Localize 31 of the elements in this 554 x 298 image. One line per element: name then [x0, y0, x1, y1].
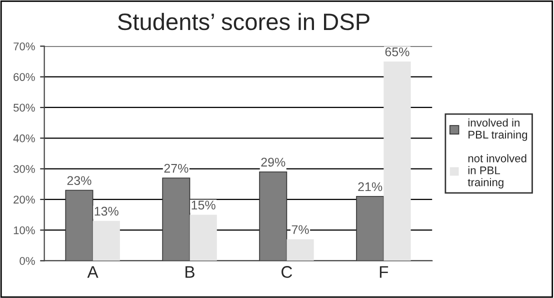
- data-label: 7%: [292, 225, 309, 234]
- data-label: 21%: [358, 182, 382, 192]
- bar: [356, 196, 384, 261]
- x-tick-label: C: [282, 266, 292, 278]
- data-label: 15%: [192, 200, 216, 210]
- bar: [162, 178, 190, 261]
- data-label: 27%: [164, 164, 188, 173]
- x-tick-label: F: [380, 266, 388, 278]
- y-tick-label: 70%: [14, 42, 35, 50]
- bar: [286, 239, 314, 261]
- bar: [92, 220, 120, 261]
- y-tick-label: 20%: [14, 196, 35, 204]
- data-label: 29%: [261, 158, 286, 167]
- data-label: 13%: [94, 206, 118, 216]
- y-tick-label: 30%: [13, 165, 35, 173]
- bar: [65, 190, 94, 261]
- bar: [384, 62, 411, 261]
- legend-label: not involved in PBL training: [468, 154, 526, 188]
- y-tick-label: 60%: [14, 73, 35, 81]
- y-tick-label: 50%: [14, 104, 35, 112]
- chart-title: Students’ scores in DSP: [118, 12, 370, 30]
- y-tick-label: 0%: [20, 257, 35, 265]
- bar: [259, 171, 288, 261]
- y-tick-label: 10%: [14, 226, 35, 234]
- x-tick-label: B: [186, 266, 194, 278]
- bar: [190, 214, 217, 261]
- x-tick-label: A: [87, 266, 98, 278]
- data-label: 23%: [67, 176, 92, 186]
- y-tick-label: 40%: [13, 134, 35, 142]
- data-label: 65%: [385, 47, 410, 56]
- legend-label: involved in PBL training: [468, 118, 528, 141]
